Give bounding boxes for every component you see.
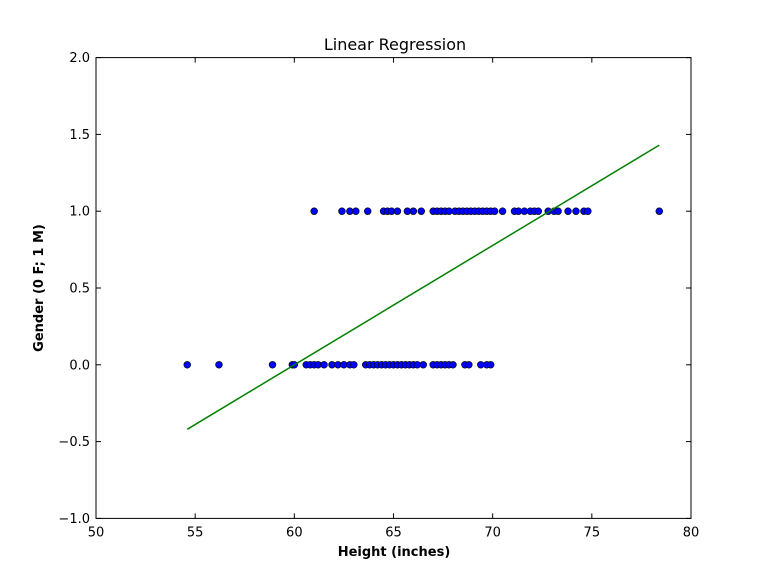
data-point-9 (320, 361, 328, 369)
data-point-68 (490, 207, 499, 215)
data-point-2 (268, 361, 277, 369)
data-point-78 (554, 207, 562, 215)
chart-title: Linear Regression (324, 35, 466, 54)
data-point-69 (498, 207, 507, 215)
y-axis-label: Gender (0 F; 1 M) (32, 224, 47, 352)
y-tick-label-0: −1.0 (58, 512, 90, 527)
x-tick-label-2: 60 (286, 525, 303, 540)
x-tick-label-0: 50 (88, 525, 105, 540)
data-point-1 (215, 361, 223, 369)
data-point-82 (584, 207, 592, 215)
x-tick-label-3: 65 (385, 525, 402, 540)
x-tick-label-5: 75 (584, 525, 601, 540)
data-point-79 (564, 207, 572, 215)
data-point-75 (534, 207, 542, 215)
data-point-83 (655, 207, 663, 215)
data-point-42 (338, 207, 346, 215)
y-tick-label-1: −0.5 (58, 435, 90, 450)
data-point-29 (419, 361, 427, 369)
data-point-49 (393, 207, 402, 215)
data-point-40 (486, 361, 495, 369)
y-tick-label-3: 0.5 (69, 282, 90, 297)
x-tick-label-6: 80 (683, 525, 700, 540)
x-tick-label-1: 55 (187, 525, 204, 540)
data-point-0 (183, 361, 191, 369)
plot-frame (95, 57, 692, 519)
y-tick-label-6: 2.0 (69, 51, 90, 66)
data-point-52 (417, 207, 425, 215)
y-tick-label-4: 1.0 (69, 205, 90, 220)
data-point-14 (350, 361, 358, 369)
data-point-80 (572, 207, 580, 215)
y-tick-label-5: 1.5 (69, 128, 90, 143)
data-point-35 (449, 361, 457, 369)
data-point-45 (364, 207, 372, 215)
data-point-44 (352, 207, 360, 215)
data-point-51 (409, 207, 418, 215)
y-tick-label-2: 0.0 (69, 358, 90, 373)
data-point-37 (465, 361, 473, 369)
x-axis-label: Height (inches) (338, 545, 451, 560)
x-tick-label-4: 70 (484, 525, 501, 540)
data-point-41 (310, 207, 318, 215)
regression-line (186, 144, 660, 430)
